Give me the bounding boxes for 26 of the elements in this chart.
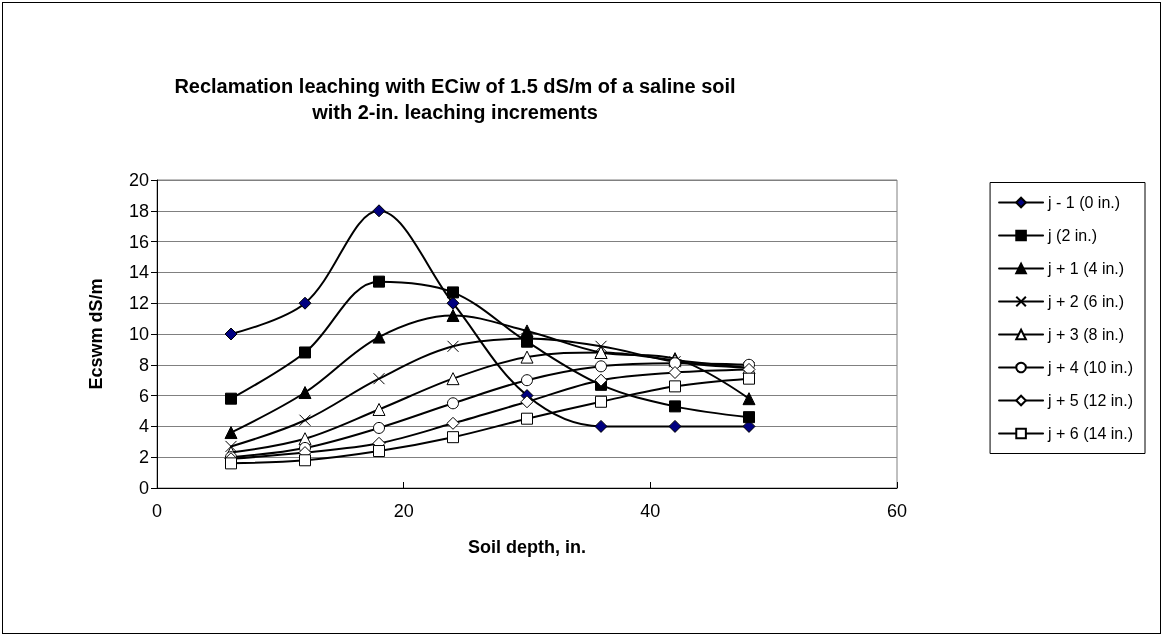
x-tick-label: 20 [393, 501, 414, 521]
y-tick-label: 12 [128, 293, 149, 314]
y-tick-label: 8 [138, 354, 149, 375]
legend-label: j + 6 (14 in.) [1047, 425, 1134, 442]
legend-label: j - 1 (0 in.) [1047, 194, 1121, 211]
legend-label: j + 4 (10 in.) [1047, 359, 1134, 376]
legend-label: j + 5 (12 in.) [1047, 392, 1134, 409]
x-tick-label: 40 [640, 501, 661, 521]
y-tick-label: 2 [138, 447, 149, 468]
x-tick-label: 60 [886, 501, 908, 521]
y-tick-label: 20 [128, 170, 149, 190]
y-tick-label: 14 [128, 262, 149, 283]
legend-label: j + 1 (4 in.) [1047, 260, 1125, 277]
y-tick-label: 10 [128, 324, 149, 344]
legend-label: j + 2 (6 in.) [1047, 293, 1125, 310]
y-axis-title: Ecswm dS/m [86, 278, 106, 390]
x-tick-label: 0 [151, 501, 163, 521]
x-axis-title: Soil depth, in. [468, 537, 586, 557]
legend-label: j + 3 (8 in.) [1047, 326, 1125, 343]
y-tick-label: 0 [138, 478, 149, 498]
y-tick-label: 18 [128, 200, 149, 221]
y-tick-label: 4 [138, 416, 149, 437]
chart-title: Reclamation leaching with ECiw of 1.5 dS/m of a saline soil with 2-in. leaching increments [174, 75, 736, 123]
legend-label: j (2 in.) [1047, 227, 1097, 244]
y-tick-label: 6 [138, 385, 149, 406]
y-tick-label: 16 [128, 231, 149, 252]
